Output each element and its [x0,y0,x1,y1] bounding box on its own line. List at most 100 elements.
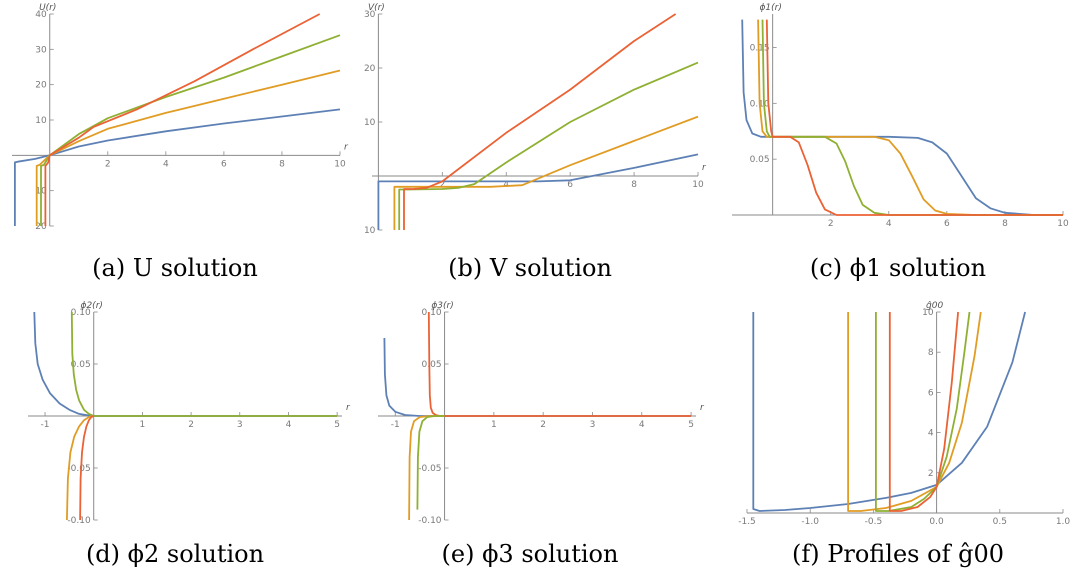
x-tick-label: 10 [334,159,346,169]
caption-phi1: (c) ϕ1 solution [809,254,987,282]
x-tick-label: 4 [886,219,892,229]
series-line-blue [377,153,699,230]
y-tick-label: 10 [364,118,376,128]
y-tick-label: 40 [35,10,47,20]
caption-u: (a) U solution [92,254,258,282]
y-tick-label: -0.05 [67,464,90,474]
x-tick-label: 0.0 [929,517,944,527]
series-line-orange [393,115,699,230]
x-tick-label: 2 [540,420,546,430]
series-line-green [874,311,971,512]
caption-phi3: (e) ϕ3 solution [441,540,619,568]
y-tick-label: 4 [928,429,934,439]
panel-phi1-solution: 2 4 6 8 10 0.05 0.10 0.15 ϕ1(r) (c) ϕ1 solution [720,0,1076,290]
x-tick-label: 6 [221,159,227,169]
x-tick-label: 1.0 [1056,517,1071,527]
x-tick-label: 10 [692,180,704,190]
y-tick-label: 2 [928,469,934,479]
y-tick-label: 0.10 [422,308,442,318]
x-tick-label: -1 [41,420,50,430]
series-line-blue [741,19,1063,216]
y-tick-label: 0.15 [750,44,770,54]
series-line-green [416,415,445,510]
y-axis-label: ϕ2(r) [81,301,103,311]
series-line-red [765,19,1063,216]
x-tick-label: 8 [631,180,637,190]
y-axis-label: ĝ00 [926,301,943,311]
x-tick-label: 5 [688,420,694,430]
series-line-red [888,311,959,512]
series-line-red [403,13,677,230]
x-tick-label: 6 [944,219,950,229]
panel-phi3-solution: -1 1 2 3 4 5 -0.10 -0.05 0.05 0.10 ϕ3(r) r (e) ϕ3 s… [355,290,705,583]
x-tick-label: -1.5 [738,517,756,527]
y-tick-label: 30 [35,45,47,55]
y-tick-label: 30 [364,10,376,20]
series-line-green [70,311,338,417]
y-tick-label: 0.05 [422,360,442,370]
x-tick-label: -0.5 [865,517,883,527]
panel-phi2-solution: -1 1 2 3 4 5 -0.10 -0.05 0.05 0.10 ϕ2(r) r (d) ϕ2 s… [0,290,351,583]
x-axis-label: r [346,403,351,413]
caption-g00: (f) Profiles of ĝ00 [791,540,1004,568]
panel-v-solution: 2 4 6 8 10 10 10 20 30 V(r) r (b) V solution [355,0,707,290]
caption-v: (b) V solution [448,254,612,282]
y-tick-label: 20 [364,64,376,74]
series-line-blue [33,311,338,417]
caption-phi2: (d) ϕ2 solution [85,540,265,568]
series-line-blue [13,108,341,226]
x-tick-label: 3 [237,420,243,430]
series-line-red [44,13,321,226]
chart-v-solution: 2 4 6 8 10 10 10 20 30V(r) r [364,3,707,236]
series-line-red [79,415,95,521]
x-tick-label: -1.0 [801,517,819,527]
x-axis-label: r [700,403,705,413]
series-line-red [427,311,692,417]
x-tick-label: 4 [503,180,509,190]
y-axis-label: ϕ1(r) [759,3,781,13]
series-line-green [40,34,341,226]
y-tick-label: 10 [364,226,376,236]
x-tick-label: 10 [1057,219,1069,229]
x-tick-label: 5 [334,420,340,430]
series-line-green [761,19,1063,216]
x-tick-label: 6 [567,180,573,190]
x-tick-label: 4 [163,159,169,169]
x-tick-label: 2 [188,420,194,430]
series-line-orange [847,311,982,512]
x-tick-label: 8 [279,159,285,169]
x-tick-label: 0.5 [993,517,1007,527]
x-tick-label: 2 [105,159,111,169]
x-axis-label: r [344,142,349,152]
series-line-blue [752,311,1026,512]
y-tick-label: -0.10 [418,516,442,526]
x-axis-label: r [702,163,707,173]
x-tick-label: 4 [639,420,645,430]
series-line-orange [757,19,1063,216]
y-tick-label: 10 [922,308,934,318]
y-axis-label: U(r) [39,3,56,13]
y-axis-label: V(r) [368,3,385,13]
panel-u-solution: 2 4 6 8 10 20 10 10 20 30 40 U(r) r (a) U solution [0,0,350,290]
y-tick-label: 0.05 [750,155,770,165]
y-tick-label: 8 [928,348,934,358]
y-tick-label: 0.10 [71,308,91,318]
y-tick-label: 0.05 [71,360,91,370]
x-tick-label: 1 [491,420,497,430]
series-line-green [398,61,699,230]
y-tick-label: 6 [928,388,934,398]
y-tick-label: -0.05 [418,464,441,474]
series-line-orange [35,69,341,226]
y-axis-label: ϕ3(r) [431,301,453,311]
x-tick-label: 8 [1002,219,1008,229]
x-tick-label: 1 [140,420,146,430]
x-tick-label: -1 [391,420,400,430]
y-tick-label: -0.10 [67,516,91,526]
panel-g00-profiles: -1.5 -1.0 -0.5 0.0 0.5 1.0 2 4 6 8 10 ĝ00 (f) Profi… [720,290,1076,583]
x-tick-label: 4 [286,420,292,430]
y-tick-label: 20 [35,222,47,232]
